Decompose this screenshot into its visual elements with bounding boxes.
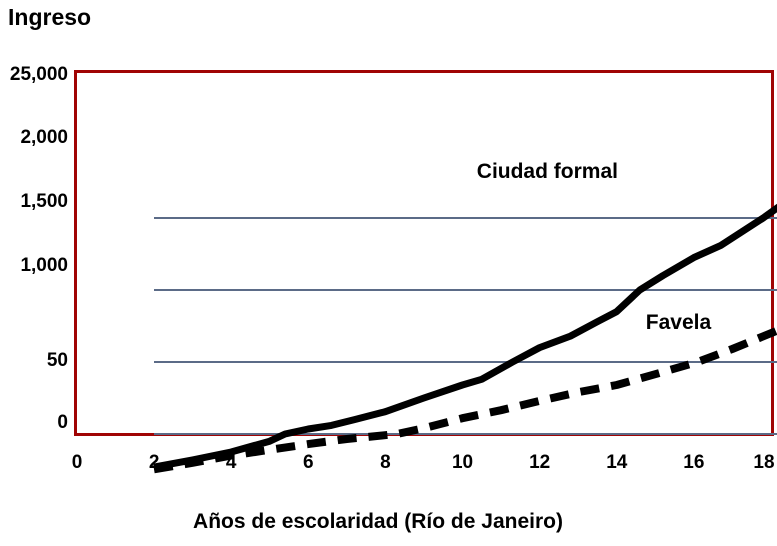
x-tick-label: 14 [606,452,628,473]
plot-area [74,70,777,474]
series-label-favela: Favela [645,310,712,334]
plot-svg [153,203,777,474]
y-tick-label: 25,000 [9,64,68,85]
series-line-favela [153,326,777,474]
x-tick-label: 16 [683,452,705,473]
x-tick-label: 6 [303,452,314,473]
y-tick-label: 1,000 [20,255,68,276]
series-line-ciudad-formal [153,203,777,471]
x-tick-label: 18 [753,452,775,473]
x-tick-label: 4 [225,452,237,473]
x-tick-label: 12 [529,452,551,473]
y-axis-title: Ingreso [8,4,92,30]
x-axis-title: Años de escolaridad (Río de Janeiro) [193,510,563,533]
x-tick-label: 2 [148,452,160,473]
x-tick-label: 10 [451,452,474,473]
y-tick-label: 2,000 [20,127,68,148]
x-tick-label: 0 [71,452,83,473]
series-label-ciudad-formal: Ciudad formal [476,160,618,184]
y-tick-label: 1,500 [20,191,68,212]
y-tick-label: 0 [57,412,68,433]
x-tick-label: 8 [380,452,391,473]
y-tick-label: 50 [46,350,68,371]
